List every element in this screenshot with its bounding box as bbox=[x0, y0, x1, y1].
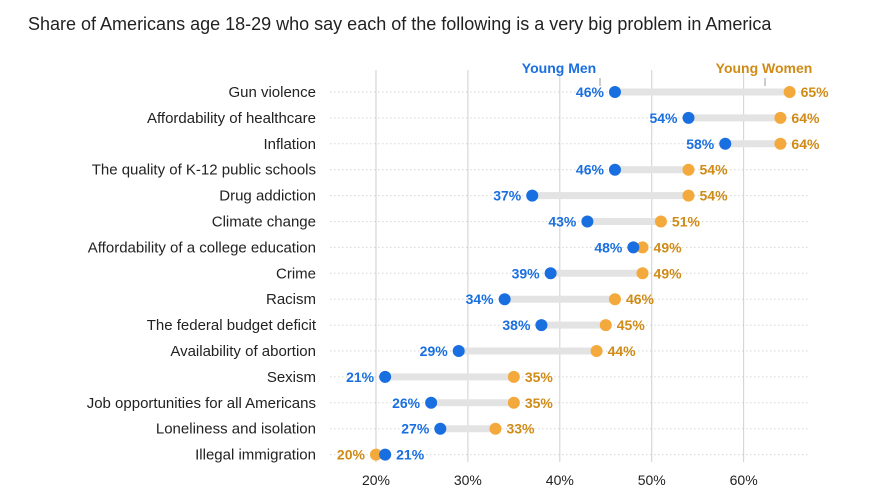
grid-layer bbox=[330, 70, 808, 462]
dot-young-women bbox=[636, 241, 649, 254]
value-label-young-men: 46% bbox=[576, 84, 605, 100]
dot-young-men bbox=[608, 86, 621, 98]
dot-young-women bbox=[369, 448, 382, 461]
dot-young-men bbox=[682, 111, 695, 124]
value-label-young-women: 20% bbox=[337, 447, 366, 463]
category-label: Gun violence bbox=[228, 84, 316, 101]
value-label-young-men: 46% bbox=[576, 162, 605, 178]
value-label-young-women: 64% bbox=[791, 136, 820, 152]
category-label: Drug addiction bbox=[219, 188, 316, 205]
x-tick-label: 60% bbox=[730, 472, 758, 488]
dot-young-men bbox=[719, 137, 732, 150]
value-label-young-men: 21% bbox=[396, 447, 425, 463]
legend-young-men: Young Men bbox=[522, 60, 596, 76]
category-label: The federal budget deficit bbox=[147, 317, 317, 334]
category-label: Job opportunities for all Americans bbox=[87, 395, 316, 412]
dot-young-men bbox=[608, 163, 621, 176]
category-label: Racism bbox=[266, 291, 316, 308]
category-label: The quality of K-12 public schools bbox=[92, 162, 316, 179]
dot-young-men bbox=[526, 189, 539, 202]
value-label-young-women: 51% bbox=[672, 214, 701, 230]
dot-young-women bbox=[608, 293, 621, 306]
label-layer: 20% 30% 40% 50% 60% Young Men Young Women Gun v… bbox=[87, 60, 829, 488]
value-label-young-men: 34% bbox=[466, 291, 495, 307]
dot-young-women bbox=[590, 345, 603, 357]
value-label-young-men: 54% bbox=[649, 110, 678, 126]
value-label-young-men: 26% bbox=[392, 395, 421, 411]
dot-young-men bbox=[544, 267, 557, 280]
value-label-young-women: 54% bbox=[700, 188, 729, 204]
value-label-young-women: 49% bbox=[654, 239, 683, 255]
legend-young-women: Young Women bbox=[716, 60, 813, 76]
value-label-young-men: 38% bbox=[502, 317, 531, 333]
value-label-young-women: 54% bbox=[700, 162, 729, 178]
category-label: Affordability of a college education bbox=[88, 239, 316, 256]
value-label-young-men: 27% bbox=[401, 421, 430, 437]
dot-young-women bbox=[783, 86, 796, 98]
dot-young-women bbox=[774, 111, 787, 124]
category-label: Illegal immigration bbox=[195, 447, 316, 464]
category-label: Crime bbox=[276, 265, 316, 282]
value-label-young-men: 29% bbox=[420, 343, 449, 359]
dot-young-women bbox=[682, 189, 695, 202]
category-label: Availability of abortion bbox=[170, 343, 316, 360]
dot-young-men bbox=[379, 448, 392, 461]
value-label-young-women: 33% bbox=[506, 421, 535, 437]
x-tick-label: 20% bbox=[362, 472, 390, 488]
value-label-young-men: 48% bbox=[594, 239, 623, 255]
category-label: Loneliness and isolation bbox=[156, 421, 316, 438]
dot-young-women bbox=[507, 396, 520, 409]
value-label-young-women: 49% bbox=[654, 265, 683, 281]
dot-young-women bbox=[682, 163, 695, 176]
value-label-young-men: 58% bbox=[686, 136, 715, 152]
category-label: Inflation bbox=[263, 136, 316, 153]
dot-young-men bbox=[434, 422, 447, 435]
value-label-young-men: 43% bbox=[548, 214, 577, 230]
dot-young-men bbox=[627, 241, 640, 254]
dot-young-women bbox=[636, 267, 649, 280]
dot-young-women bbox=[599, 319, 612, 332]
value-label-young-women: 64% bbox=[791, 110, 820, 126]
dot-young-women bbox=[489, 422, 502, 435]
value-label-young-women: 35% bbox=[525, 369, 554, 385]
value-label-young-women: 45% bbox=[617, 317, 646, 333]
x-tick-label: 50% bbox=[638, 472, 666, 488]
category-label: Affordability of healthcare bbox=[147, 110, 316, 127]
category-label: Sexism bbox=[267, 369, 316, 386]
dot-young-men bbox=[425, 396, 438, 409]
dot-young-men bbox=[498, 293, 511, 306]
dot-young-women bbox=[654, 215, 667, 228]
value-label-young-women: 44% bbox=[608, 343, 637, 359]
dot-young-men bbox=[452, 345, 465, 357]
dot-young-women bbox=[507, 370, 520, 383]
chart-title: Share of Americans age 18-29 who say eac… bbox=[28, 14, 772, 34]
x-tick-label: 40% bbox=[546, 472, 574, 488]
dot-young-men bbox=[379, 370, 392, 383]
value-label-young-men: 37% bbox=[493, 188, 522, 204]
category-label: Climate change bbox=[212, 214, 316, 231]
dot-young-men bbox=[581, 215, 594, 228]
dot-layer bbox=[369, 86, 796, 461]
value-label-young-men: 21% bbox=[346, 369, 375, 385]
value-label-young-men: 39% bbox=[512, 265, 541, 281]
dot-young-women bbox=[774, 137, 787, 150]
dot-young-men bbox=[535, 319, 548, 332]
value-label-young-women: 35% bbox=[525, 395, 554, 411]
value-label-young-women: 65% bbox=[801, 84, 830, 100]
value-label-young-women: 46% bbox=[626, 291, 655, 307]
x-tick-label: 30% bbox=[454, 472, 482, 488]
